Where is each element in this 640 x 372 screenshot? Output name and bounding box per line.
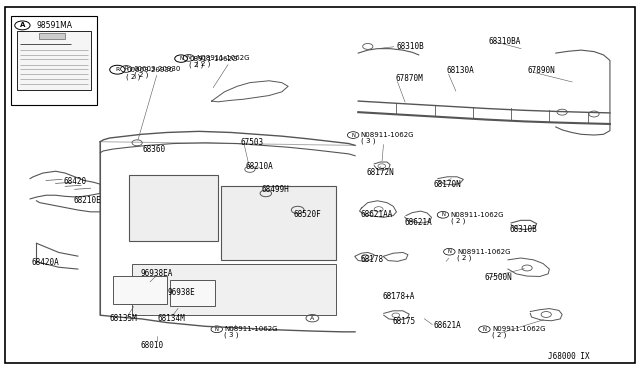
Text: ( 2 ): ( 2 ) bbox=[492, 331, 506, 338]
Text: ( 3 ): ( 3 ) bbox=[225, 331, 239, 338]
Text: N: N bbox=[447, 249, 451, 254]
Text: 98591MA: 98591MA bbox=[36, 21, 72, 30]
Text: 00603-20930: 00603-20930 bbox=[126, 67, 173, 73]
Text: ( 2 ): ( 2 ) bbox=[126, 73, 141, 80]
Text: ( 2 ): ( 2 ) bbox=[196, 60, 211, 67]
Text: ( 2 ): ( 2 ) bbox=[457, 254, 472, 260]
FancyBboxPatch shape bbox=[39, 33, 65, 39]
Text: 00603-20930: 00603-20930 bbox=[134, 66, 181, 72]
Text: 68170N: 68170N bbox=[433, 180, 461, 189]
Text: 68210E: 68210E bbox=[74, 196, 101, 205]
Text: N08911-1062G: N08911-1062G bbox=[457, 249, 511, 255]
FancyBboxPatch shape bbox=[132, 263, 336, 315]
Text: N08911-1062G: N08911-1062G bbox=[451, 212, 504, 218]
Text: 68178+A: 68178+A bbox=[383, 292, 415, 301]
Text: 96938EA: 96938EA bbox=[140, 269, 173, 278]
Text: A: A bbox=[310, 316, 314, 321]
Text: 68130A: 68130A bbox=[446, 66, 474, 75]
Text: N: N bbox=[483, 327, 486, 332]
Text: 96938E: 96938E bbox=[167, 288, 195, 297]
Text: 68621A: 68621A bbox=[433, 321, 461, 330]
Text: ( 2 ): ( 2 ) bbox=[451, 217, 465, 224]
Text: 68420A: 68420A bbox=[32, 258, 60, 267]
Text: J68000 IX: J68000 IX bbox=[548, 352, 589, 361]
Text: 68310B: 68310B bbox=[396, 42, 424, 51]
Text: ( 2 ): ( 2 ) bbox=[189, 62, 204, 68]
FancyBboxPatch shape bbox=[17, 31, 91, 90]
Text: N: N bbox=[179, 56, 183, 61]
Text: ( 3 ): ( 3 ) bbox=[361, 137, 375, 144]
Text: 68520F: 68520F bbox=[293, 210, 321, 219]
Text: 68621AA: 68621AA bbox=[360, 210, 392, 219]
Text: N: N bbox=[187, 55, 191, 60]
Text: N08911-1062G: N08911-1062G bbox=[196, 55, 250, 61]
Text: N: N bbox=[441, 212, 445, 217]
Text: 68499H: 68499H bbox=[261, 185, 289, 194]
Text: N08911-1062G: N08911-1062G bbox=[225, 326, 278, 332]
Text: 68172N: 68172N bbox=[367, 168, 394, 177]
Text: N: N bbox=[215, 327, 219, 332]
Text: 68210A: 68210A bbox=[246, 162, 273, 171]
Text: ( 2 ): ( 2 ) bbox=[134, 71, 148, 78]
Text: N: N bbox=[351, 132, 355, 138]
FancyBboxPatch shape bbox=[129, 175, 218, 241]
FancyBboxPatch shape bbox=[113, 276, 167, 304]
Text: 67503: 67503 bbox=[241, 138, 264, 147]
Text: 68010: 68010 bbox=[140, 341, 163, 350]
Text: 68310B: 68310B bbox=[510, 225, 538, 234]
Text: 67500N: 67500N bbox=[484, 273, 512, 282]
Text: 67890N: 67890N bbox=[527, 66, 555, 75]
Text: 67870M: 67870M bbox=[395, 74, 423, 83]
Text: 68310BA: 68310BA bbox=[489, 37, 521, 46]
Text: R: R bbox=[124, 67, 128, 71]
Text: 08911-1062G: 08911-1062G bbox=[189, 56, 237, 62]
Text: N08911-1062G: N08911-1062G bbox=[361, 132, 414, 138]
FancyBboxPatch shape bbox=[221, 186, 336, 260]
Text: 68621A: 68621A bbox=[404, 218, 433, 227]
Text: 68420: 68420 bbox=[64, 177, 87, 186]
Text: 68135M: 68135M bbox=[109, 314, 138, 323]
Text: 68360: 68360 bbox=[143, 145, 166, 154]
Text: 68134M: 68134M bbox=[157, 314, 185, 323]
Text: 68178: 68178 bbox=[360, 254, 383, 264]
Text: N09911-1062G: N09911-1062G bbox=[492, 326, 545, 332]
FancyBboxPatch shape bbox=[170, 280, 215, 306]
Text: R: R bbox=[115, 67, 120, 72]
Text: 68175: 68175 bbox=[392, 317, 415, 326]
Text: A: A bbox=[20, 22, 25, 28]
